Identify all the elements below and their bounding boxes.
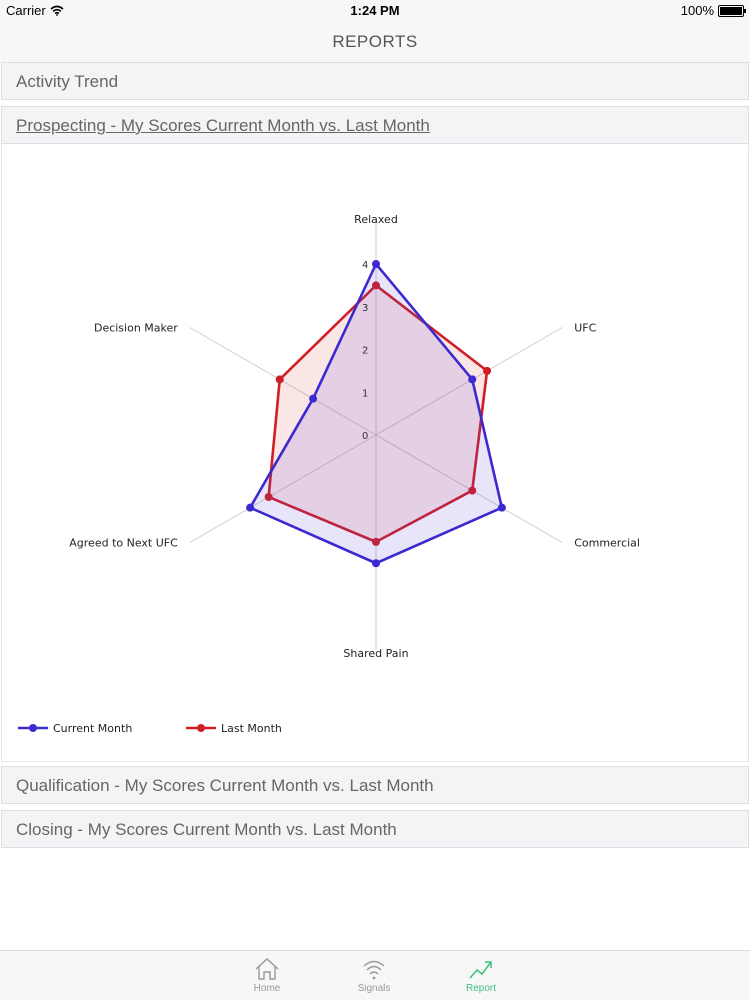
section-activity-trend[interactable]: Activity Trend — [1, 62, 749, 100]
carrier-label: Carrier — [6, 3, 46, 18]
tab-label: Home — [253, 983, 281, 994]
section-label: Closing - My Scores Current Month vs. La… — [16, 820, 397, 839]
data-point — [372, 537, 380, 546]
radar-spoke — [189, 434, 377, 543]
battery-percent: 100% — [680, 3, 714, 18]
clock: 1:24 PM — [350, 3, 400, 18]
data-point — [309, 394, 318, 403]
tick-label: 0 — [362, 431, 368, 442]
data-point — [372, 260, 380, 268]
axis-label: UFC — [574, 322, 596, 335]
tick-label: 2 — [362, 346, 368, 357]
radar-chart-panel: 0 1 2 3 4 Relaxed UFC Commercial Shared Pain Agre… — [1, 145, 749, 762]
carrier-info: Carrier — [6, 3, 64, 18]
data-point — [468, 375, 477, 384]
battery-fill — [720, 6, 742, 15]
section-label: Qualification - My Scores Current Month … — [16, 776, 434, 795]
tab-report[interactable]: Report — [441, 957, 521, 994]
battery-icon — [718, 4, 746, 17]
signals-icon — [363, 960, 385, 980]
data-point — [483, 366, 492, 375]
status-bar: Carrier 1:24 PM 100% — [0, 0, 750, 22]
tick-label: 1 — [362, 388, 368, 399]
axis-label: Agreed to Next UFC — [69, 537, 178, 550]
data-point — [468, 486, 477, 495]
page-title: REPORTS — [332, 32, 418, 51]
battery-info: 100% — [680, 3, 746, 18]
nav-bar: REPORTS — [0, 22, 750, 62]
tick-label: 4 — [362, 260, 368, 271]
radar-chart: 0 1 2 3 4 Relaxed UFC Commercial Shared Pain Agre… — [18, 213, 640, 735]
legend-label: Last Month — [221, 722, 282, 735]
section-closing[interactable]: Closing - My Scores Current Month vs. La… — [1, 810, 749, 848]
tab-label: Report — [465, 983, 496, 994]
section-prospecting[interactable]: Prospecting - My Scores Current Month vs… — [1, 106, 749, 144]
section-label: Prospecting - My Scores Current Month vs… — [16, 116, 430, 135]
data-point — [372, 281, 380, 290]
report-icon — [469, 961, 492, 979]
section-qualification[interactable]: Qualification - My Scores Current Month … — [1, 766, 749, 804]
legend-marker — [29, 724, 37, 732]
data-point — [497, 503, 506, 512]
tab-bar: Home Signals Report — [0, 950, 750, 1000]
section-label: Activity Trend — [16, 72, 119, 91]
legend-marker — [197, 724, 205, 732]
tick-label: 3 — [362, 303, 368, 314]
data-point — [246, 503, 255, 512]
wifi-icon — [50, 5, 64, 16]
tab-home[interactable]: Home — [227, 957, 307, 994]
axis-label: Decision Maker — [94, 322, 178, 335]
data-point — [275, 375, 284, 384]
tab-signals[interactable]: Signals — [334, 957, 414, 994]
legend-label: Current Month — [53, 722, 132, 735]
tab-label: Signals — [357, 983, 391, 994]
data-point — [264, 492, 273, 501]
axis-label: Commercial — [574, 537, 640, 550]
data-point — [372, 559, 380, 568]
axis-label: Shared Pain — [343, 647, 408, 660]
home-icon — [255, 958, 279, 980]
axis-label: Relaxed — [354, 213, 398, 226]
